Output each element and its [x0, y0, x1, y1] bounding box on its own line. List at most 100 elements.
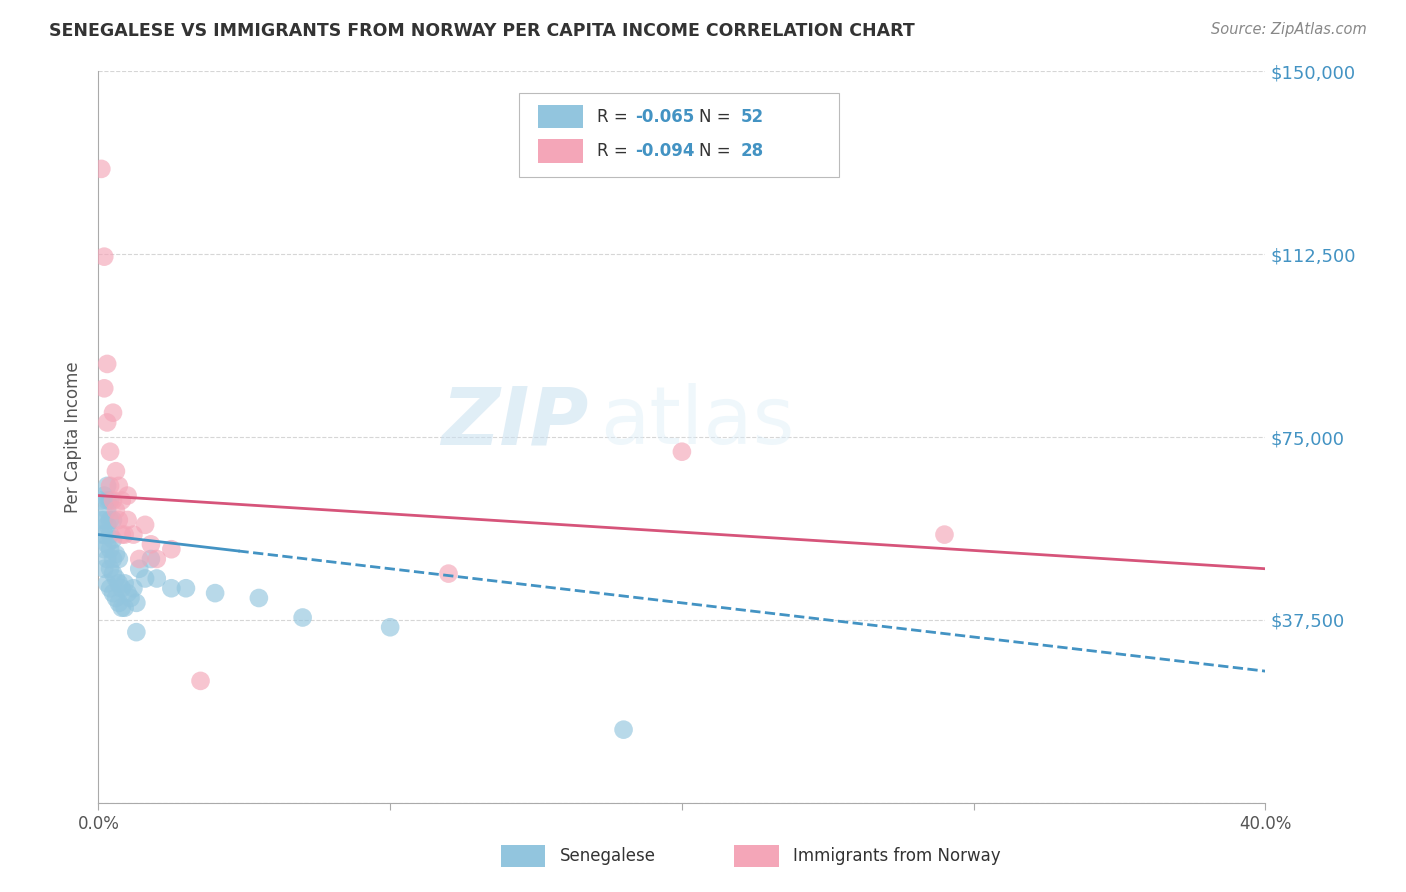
Point: [117, 489, 139, 503]
Text: R =: R =: [596, 108, 633, 126]
Point: [122, 527, 145, 541]
Point: [101, 493, 124, 508]
Point: [174, 581, 197, 595]
Point: [114, 527, 136, 541]
Point: [101, 552, 124, 566]
Point: [96, 357, 118, 371]
Point: [93, 489, 115, 503]
Point: [101, 566, 124, 581]
Point: [98, 444, 121, 458]
Point: [122, 581, 145, 595]
Point: [98, 581, 121, 595]
Point: [98, 562, 121, 576]
Text: Source: ZipAtlas.com: Source: ZipAtlas.com: [1211, 22, 1367, 37]
FancyBboxPatch shape: [519, 94, 839, 178]
Point: [111, 527, 134, 541]
Point: [96, 552, 118, 566]
Point: [139, 537, 162, 551]
Point: [90, 493, 112, 508]
Text: ZIP: ZIP: [441, 384, 589, 461]
Point: [104, 503, 127, 517]
Point: [98, 527, 121, 541]
Point: [108, 513, 131, 527]
Point: [134, 517, 156, 532]
Point: [120, 591, 142, 605]
Point: [117, 513, 139, 527]
Point: [93, 527, 115, 541]
Y-axis label: Per Capita Income: Per Capita Income: [65, 361, 83, 513]
Text: SENEGALESE VS IMMIGRANTS FROM NORWAY PER CAPITA INCOME CORRELATION CHART: SENEGALESE VS IMMIGRANTS FROM NORWAY PER…: [49, 22, 915, 40]
Point: [93, 542, 115, 557]
Text: N =: N =: [699, 108, 737, 126]
Text: Senegalese: Senegalese: [560, 847, 655, 865]
Point: [96, 479, 118, 493]
Text: 52: 52: [741, 108, 763, 126]
Point: [93, 562, 115, 576]
Point: [437, 566, 460, 581]
Point: [93, 513, 115, 527]
Point: [90, 513, 112, 527]
Point: [108, 596, 131, 610]
Point: [111, 493, 134, 508]
Point: [190, 673, 212, 688]
FancyBboxPatch shape: [538, 139, 582, 163]
Point: [96, 416, 118, 430]
Point: [108, 479, 131, 493]
Point: [612, 723, 634, 737]
Point: [98, 479, 121, 493]
Point: [101, 533, 124, 547]
Text: Immigrants from Norway: Immigrants from Norway: [793, 847, 1001, 865]
Point: [146, 572, 169, 586]
Point: [291, 610, 314, 624]
FancyBboxPatch shape: [734, 846, 779, 867]
Point: [125, 596, 148, 610]
Text: 28: 28: [741, 142, 763, 160]
Text: atlas: atlas: [600, 384, 794, 461]
Point: [128, 562, 150, 576]
Point: [93, 381, 115, 395]
Point: [96, 493, 118, 508]
Point: [247, 591, 270, 605]
Point: [98, 493, 121, 508]
Point: [104, 547, 127, 561]
Point: [160, 581, 183, 595]
Point: [111, 581, 134, 595]
FancyBboxPatch shape: [501, 846, 546, 867]
Point: [101, 406, 124, 420]
Point: [128, 552, 150, 566]
Point: [104, 464, 127, 478]
Text: -0.065: -0.065: [636, 108, 695, 126]
Text: -0.094: -0.094: [636, 142, 695, 160]
Point: [125, 625, 148, 640]
Point: [96, 576, 118, 591]
Point: [204, 586, 226, 600]
Point: [934, 527, 956, 541]
Point: [117, 586, 139, 600]
Point: [671, 444, 693, 458]
Point: [139, 552, 162, 566]
Point: [101, 513, 124, 527]
Point: [146, 552, 169, 566]
Text: R =: R =: [596, 142, 633, 160]
Point: [98, 513, 121, 527]
Point: [96, 517, 118, 532]
Point: [104, 572, 127, 586]
Point: [108, 552, 131, 566]
Point: [101, 586, 124, 600]
Point: [90, 527, 112, 541]
Point: [96, 537, 118, 551]
Point: [93, 250, 115, 264]
Point: [90, 161, 112, 176]
Point: [108, 576, 131, 591]
Point: [160, 542, 183, 557]
Point: [380, 620, 402, 634]
Point: [111, 600, 134, 615]
Point: [98, 542, 121, 557]
Point: [134, 572, 156, 586]
Point: [114, 576, 136, 591]
Text: N =: N =: [699, 142, 737, 160]
FancyBboxPatch shape: [538, 105, 582, 128]
Point: [104, 591, 127, 605]
Point: [114, 600, 136, 615]
Point: [96, 503, 118, 517]
